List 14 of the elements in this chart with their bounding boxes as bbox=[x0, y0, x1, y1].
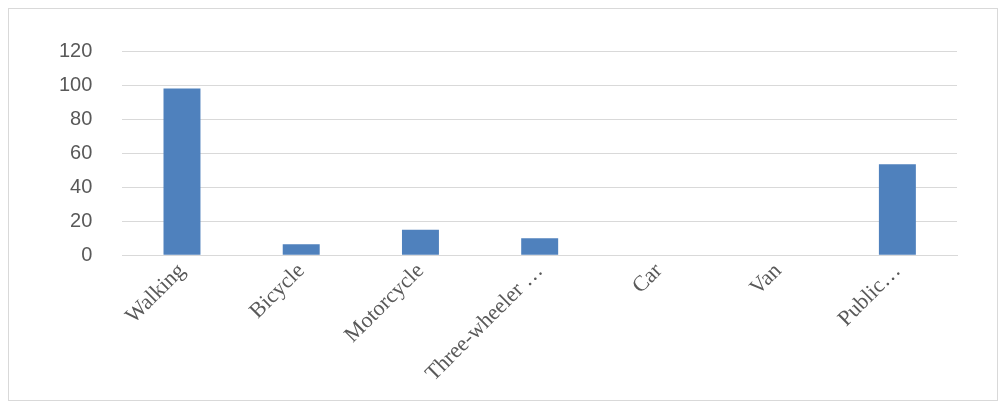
bar bbox=[163, 88, 201, 255]
y-tick-label: 40 bbox=[70, 174, 93, 197]
y-tick-label: 100 bbox=[58, 72, 93, 95]
y-tick-label: 20 bbox=[70, 208, 93, 231]
bar bbox=[401, 229, 439, 255]
bar bbox=[878, 164, 916, 255]
y-tick-label: 0 bbox=[81, 242, 93, 265]
x-tick-label: Van bbox=[743, 257, 786, 300]
bar bbox=[521, 238, 559, 255]
y-tick-label: 120 bbox=[58, 38, 93, 61]
bar bbox=[282, 244, 320, 255]
x-tick-label: Car bbox=[626, 257, 668, 298]
y-tick-label: 60 bbox=[70, 140, 93, 163]
y-tick-label: 80 bbox=[70, 106, 93, 129]
